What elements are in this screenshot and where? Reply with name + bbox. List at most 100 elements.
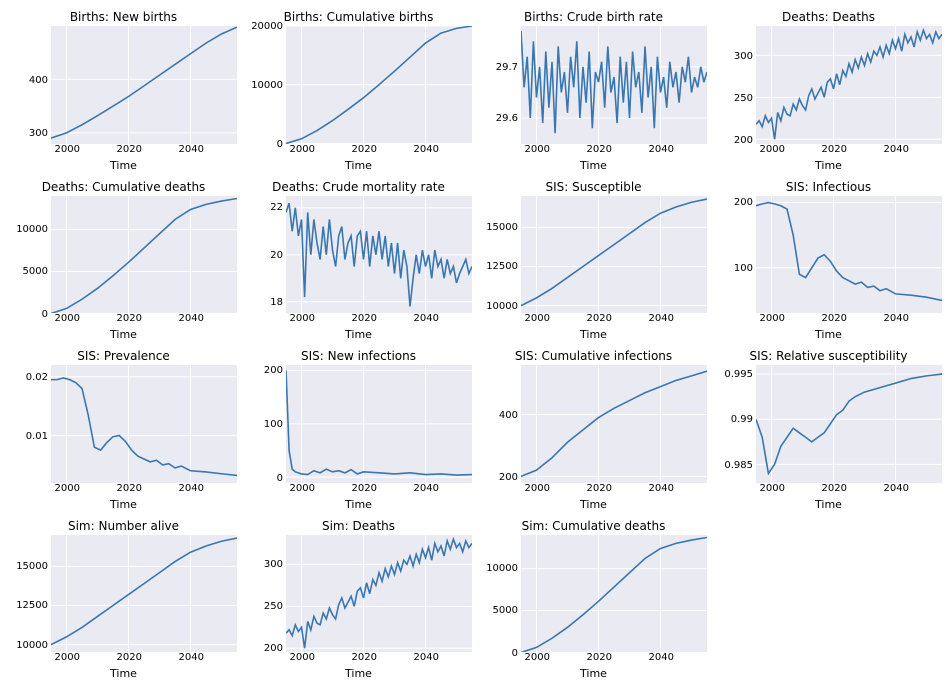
x-label: Time [10, 159, 237, 172]
series-line [756, 202, 942, 300]
y-tick: 300 [734, 51, 753, 62]
y-tick: 200 [264, 643, 283, 654]
y-tick: 200 [264, 365, 283, 376]
x-axis: 200020202040 [51, 144, 237, 158]
x-axis: 200020202040 [521, 313, 707, 327]
x-label: Time [245, 667, 472, 680]
plot-area [756, 365, 942, 483]
plot-area [51, 365, 237, 483]
x-tick: 2000 [760, 144, 785, 155]
x-tick: 2040 [414, 652, 439, 663]
y-tick: 5000 [493, 605, 518, 616]
y-tick: 0.01 [26, 431, 48, 442]
y-tick: 0.02 [26, 372, 48, 383]
y-axis: 300 400 [10, 26, 51, 144]
x-axis: 200020202040 [286, 652, 472, 666]
plot-area [286, 535, 472, 653]
chart-title: Sim: Deaths [322, 519, 395, 533]
y-tick: 18 [270, 297, 283, 308]
x-tick: 2000 [525, 483, 550, 494]
x-axis: 200020202040 [286, 144, 472, 158]
y-axis: 0100200 [245, 365, 286, 483]
x-label: Time [10, 328, 237, 341]
y-tick: 100 [734, 263, 753, 274]
y-tick: 250 [734, 93, 753, 104]
y-tick: 400 [29, 75, 48, 86]
y-axis: 0500010000 [10, 196, 51, 314]
plot-area [286, 365, 472, 483]
y-tick: 10000 [486, 563, 518, 574]
chart-panel: Births: Crude birth rate29.629.720002020… [480, 10, 707, 172]
plot-area [521, 535, 707, 653]
x-axis: 200020202040 [51, 483, 237, 497]
x-tick: 2020 [822, 313, 847, 324]
x-tick: 2020 [117, 313, 142, 324]
x-tick: 2040 [414, 144, 439, 155]
y-axis: 0.01 0.02 [10, 365, 51, 483]
chart-title: Deaths: Deaths [782, 10, 875, 24]
x-tick: 2020 [117, 652, 142, 663]
y-tick: 22 [270, 202, 283, 213]
y-axis: 29.6 29.7 [480, 26, 521, 144]
x-tick: 2020 [117, 483, 142, 494]
chart-title: Births: Crude birth rate [524, 10, 663, 24]
x-tick: 2000 [760, 313, 785, 324]
y-tick: 5000 [23, 266, 48, 277]
x-tick: 2020 [352, 313, 377, 324]
y-tick: 20 [270, 250, 283, 261]
y-axis: 200 250 300 [715, 26, 756, 144]
x-label: Time [480, 498, 707, 511]
y-tick: 29.6 [496, 113, 518, 124]
chart-panel: Deaths: Crude mortality rate182022200020… [245, 180, 472, 342]
x-label: Time [10, 498, 237, 511]
x-label: Time [245, 328, 472, 341]
x-tick: 2020 [352, 483, 377, 494]
y-tick: 0.99 [731, 414, 753, 425]
x-tick: 2040 [884, 313, 909, 324]
x-tick: 2020 [587, 313, 612, 324]
y-tick: 200 [734, 135, 753, 146]
series-line [51, 198, 237, 313]
y-axis: 200250300 [245, 535, 286, 653]
chart-title: SIS: Prevalence [77, 349, 169, 363]
x-tick: 2040 [884, 144, 909, 155]
x-tick: 2000 [55, 483, 80, 494]
y-tick: 300 [264, 559, 283, 570]
y-axis: 100001250015000 [480, 196, 521, 314]
x-axis: 200020202040 [286, 483, 472, 497]
x-label: Time [715, 328, 942, 341]
x-tick: 2040 [649, 483, 674, 494]
series-line [286, 539, 472, 648]
x-tick: 2020 [822, 483, 847, 494]
y-tick: 300 [29, 128, 48, 139]
y-tick: 29.7 [496, 62, 518, 73]
chart-title: Births: Cumulative births [284, 10, 434, 24]
chart-panel: SIS: Cumulative infections20040020002020… [480, 349, 707, 511]
plot-area [51, 196, 237, 314]
y-axis: 18 20 22 [245, 196, 286, 314]
chart-panel: SIS: Susceptible100001250015000200020202… [480, 180, 707, 342]
y-axis: 100 200 [715, 196, 756, 314]
plot-area [286, 196, 472, 314]
y-tick: 200 [734, 197, 753, 208]
x-axis: 200020202040 [51, 313, 237, 327]
y-tick: 20000 [251, 21, 283, 32]
y-axis: 0500010000 [480, 535, 521, 653]
x-tick: 2040 [649, 144, 674, 155]
series-line [51, 27, 237, 138]
x-label: Time [10, 667, 237, 680]
chart-panel: SIS: New infections0100200200020202040Ti… [245, 349, 472, 511]
x-tick: 2000 [55, 652, 80, 663]
plot-area [51, 26, 237, 144]
chart-panel: Sim: Deaths 200250300200020202040Time [245, 519, 472, 681]
chart-panel: SIS: Prevalence0.010.02200020202040Time [10, 349, 237, 511]
y-tick: 12500 [486, 261, 518, 272]
x-tick: 2000 [290, 313, 315, 324]
chart-panel: Births: Cumulative births010000200002000… [245, 10, 472, 172]
x-tick: 2000 [525, 313, 550, 324]
x-axis: 200020202040 [51, 652, 237, 666]
x-tick: 2040 [649, 652, 674, 663]
y-tick: 0 [277, 473, 283, 484]
x-axis: 2000 2020 2040 [756, 313, 942, 327]
x-tick: 2020 [587, 652, 612, 663]
